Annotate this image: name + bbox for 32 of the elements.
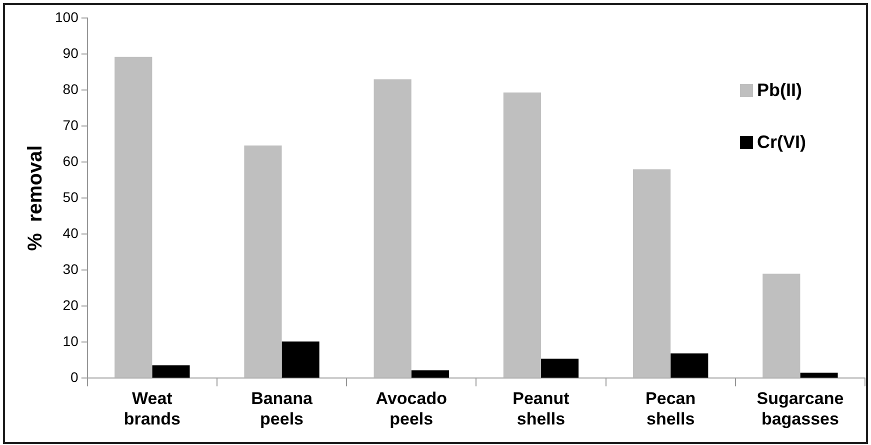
y-tick-label: 70 [62, 116, 79, 133]
x-tick-label: Banana peels [251, 389, 314, 428]
y-tick-label: 40 [62, 224, 79, 241]
legend-label: Cr(VI) [757, 132, 806, 153]
y-tick-label: 100 [55, 8, 79, 25]
x-tick-label: Avocado peels [376, 389, 447, 428]
y-tick-label: 60 [62, 152, 79, 169]
y-tick-label: 30 [62, 261, 79, 277]
y-tick-label: 10 [62, 333, 79, 350]
y-tick-label: 90 [62, 44, 79, 61]
bar [800, 372, 838, 378]
bar [152, 365, 190, 378]
y-tick-label: 80 [62, 80, 79, 97]
bar [762, 274, 800, 378]
x-tick-label: Weat brands [124, 389, 181, 428]
bar [670, 353, 708, 378]
bar [633, 169, 671, 378]
bar [244, 146, 282, 378]
bar [411, 370, 449, 378]
bar [540, 358, 579, 378]
x-tick-label: Sugarcane bagasses [756, 389, 844, 428]
legend-label: Pb(II) [757, 80, 802, 101]
bar [282, 341, 320, 378]
y-tick-label: 50 [62, 188, 79, 205]
y-tick-label: 0 [70, 369, 79, 386]
x-tick-label: Peanut shells [512, 389, 570, 428]
bar [374, 79, 412, 378]
bar [503, 92, 541, 378]
y-tick-label: 20 [62, 297, 79, 314]
x-tick-label: Pecan shells [646, 389, 696, 428]
bar [114, 56, 152, 378]
y-axis-title: % removal [24, 145, 47, 251]
